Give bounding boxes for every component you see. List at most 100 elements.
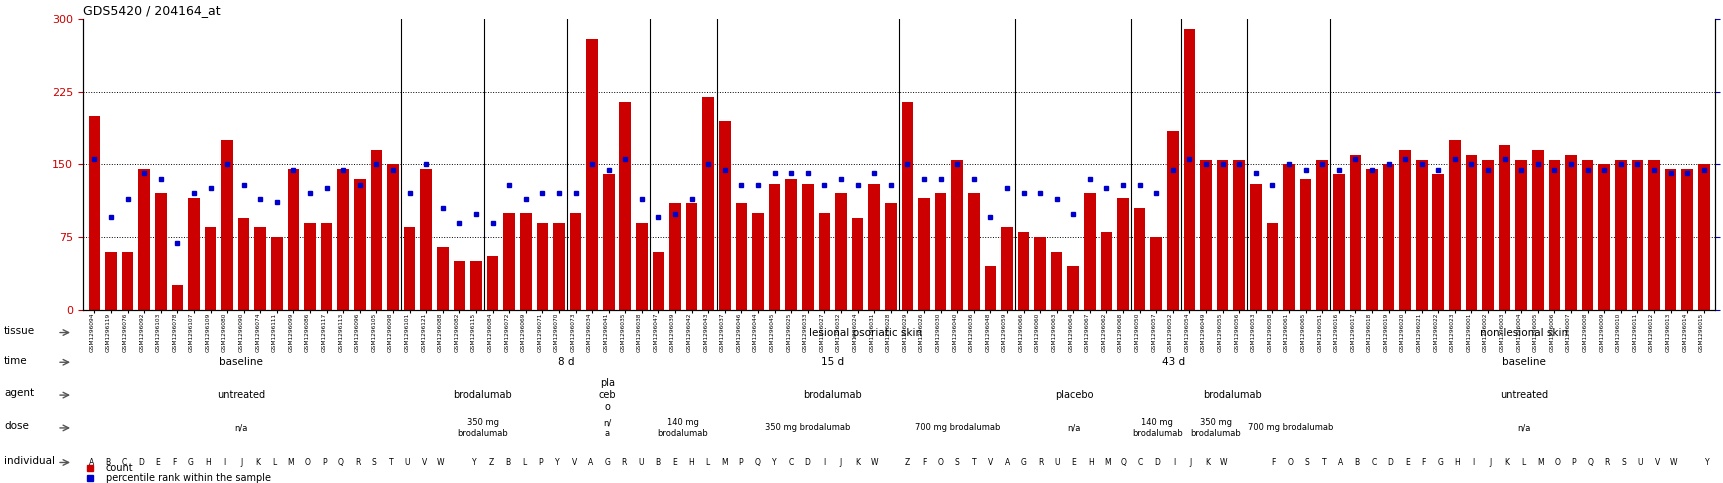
Text: V: V bbox=[572, 458, 577, 467]
Bar bbox=[1099, 232, 1111, 310]
Text: A: A bbox=[1337, 458, 1342, 467]
Bar bbox=[1465, 155, 1477, 310]
Text: B: B bbox=[655, 458, 660, 467]
Bar bbox=[1332, 174, 1344, 310]
Bar bbox=[155, 194, 167, 310]
Text: W: W bbox=[1220, 458, 1227, 467]
Bar bbox=[553, 223, 565, 310]
Text: Y: Y bbox=[772, 458, 775, 467]
Text: lesional psoriatic skin: lesional psoriatic skin bbox=[808, 327, 922, 338]
Bar bbox=[1149, 237, 1161, 310]
Bar bbox=[388, 164, 398, 310]
Text: K: K bbox=[1204, 458, 1210, 467]
Text: K: K bbox=[855, 458, 860, 467]
Bar bbox=[88, 116, 100, 310]
Text: T: T bbox=[388, 458, 393, 467]
Bar bbox=[1432, 174, 1444, 310]
Text: n/a: n/a bbox=[234, 424, 248, 432]
Text: F: F bbox=[922, 458, 925, 467]
Bar bbox=[586, 39, 598, 310]
Text: P: P bbox=[322, 458, 326, 467]
Bar bbox=[122, 252, 133, 310]
Text: C: C bbox=[1137, 458, 1142, 467]
Bar bbox=[1067, 266, 1079, 310]
Text: placebo: placebo bbox=[1054, 390, 1092, 400]
Text: A: A bbox=[1005, 458, 1010, 467]
Text: U: U bbox=[1637, 458, 1642, 467]
Bar bbox=[1597, 164, 1609, 310]
Text: U: U bbox=[638, 458, 643, 467]
Bar bbox=[619, 101, 631, 310]
Text: M: M bbox=[1103, 458, 1110, 467]
Bar bbox=[1134, 208, 1144, 310]
Bar bbox=[1232, 159, 1244, 310]
Text: K: K bbox=[1504, 458, 1509, 467]
Bar bbox=[1532, 150, 1542, 310]
Bar bbox=[701, 97, 713, 310]
Text: time: time bbox=[3, 355, 28, 366]
Bar bbox=[851, 218, 863, 310]
Text: I: I bbox=[1471, 458, 1475, 467]
Text: brodalumab: brodalumab bbox=[803, 390, 862, 400]
Text: 140 mg
brodalumab: 140 mg brodalumab bbox=[656, 418, 708, 438]
Text: D: D bbox=[138, 458, 145, 467]
Text: A: A bbox=[88, 458, 93, 467]
Text: J: J bbox=[1489, 458, 1490, 467]
Bar bbox=[834, 194, 846, 310]
Text: W: W bbox=[870, 458, 877, 467]
Bar bbox=[238, 218, 250, 310]
Text: J: J bbox=[839, 458, 841, 467]
Bar bbox=[436, 247, 448, 310]
Bar bbox=[105, 252, 117, 310]
Text: P: P bbox=[1571, 458, 1575, 467]
Text: B: B bbox=[1354, 458, 1359, 467]
Bar bbox=[221, 140, 233, 310]
Text: E: E bbox=[1404, 458, 1409, 467]
Bar bbox=[1399, 150, 1409, 310]
Text: J: J bbox=[239, 458, 241, 467]
Text: 700 mg brodalumab: 700 mg brodalumab bbox=[915, 424, 999, 432]
Bar bbox=[255, 227, 265, 310]
Text: A: A bbox=[588, 458, 593, 467]
Bar bbox=[1282, 164, 1294, 310]
Text: B: B bbox=[505, 458, 510, 467]
Bar bbox=[901, 101, 913, 310]
Text: F: F bbox=[172, 458, 176, 467]
Text: V: V bbox=[422, 458, 427, 467]
Bar bbox=[1365, 170, 1377, 310]
Text: Q: Q bbox=[338, 458, 343, 467]
Bar bbox=[984, 266, 996, 310]
Bar bbox=[420, 170, 432, 310]
Text: non-lesional skin: non-lesional skin bbox=[1478, 327, 1566, 338]
Text: S: S bbox=[1304, 458, 1309, 467]
Text: Q: Q bbox=[755, 458, 760, 467]
Text: D: D bbox=[805, 458, 810, 467]
Text: E: E bbox=[1072, 458, 1075, 467]
Bar bbox=[884, 203, 896, 310]
Text: 8 d: 8 d bbox=[557, 357, 574, 367]
Bar bbox=[1382, 164, 1394, 310]
Bar bbox=[1166, 130, 1179, 310]
Text: count: count bbox=[105, 463, 133, 473]
Text: L: L bbox=[522, 458, 526, 467]
Text: L: L bbox=[705, 458, 710, 467]
Bar bbox=[353, 179, 365, 310]
Text: R: R bbox=[1604, 458, 1609, 467]
Text: n/
a: n/ a bbox=[603, 418, 612, 438]
Text: 700 mg brodalumab: 700 mg brodalumab bbox=[1247, 424, 1332, 432]
Bar bbox=[736, 203, 746, 310]
Bar bbox=[470, 261, 481, 310]
Text: C: C bbox=[787, 458, 793, 467]
Bar bbox=[520, 213, 531, 310]
Bar bbox=[768, 184, 781, 310]
Bar bbox=[1316, 159, 1327, 310]
Bar bbox=[1515, 159, 1527, 310]
Bar bbox=[636, 223, 648, 310]
Bar bbox=[1184, 29, 1194, 310]
Bar bbox=[1647, 159, 1659, 310]
Text: T: T bbox=[972, 458, 975, 467]
Text: D: D bbox=[1387, 458, 1392, 467]
Text: S: S bbox=[372, 458, 376, 467]
Text: dose: dose bbox=[3, 421, 29, 431]
Text: Q: Q bbox=[1587, 458, 1592, 467]
